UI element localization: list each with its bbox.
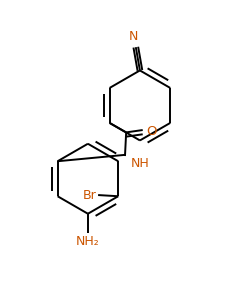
Text: O: O <box>146 125 157 138</box>
Text: NH: NH <box>131 157 150 170</box>
Text: Br: Br <box>83 189 97 202</box>
Text: N: N <box>129 30 138 43</box>
Text: NH₂: NH₂ <box>76 234 100 247</box>
